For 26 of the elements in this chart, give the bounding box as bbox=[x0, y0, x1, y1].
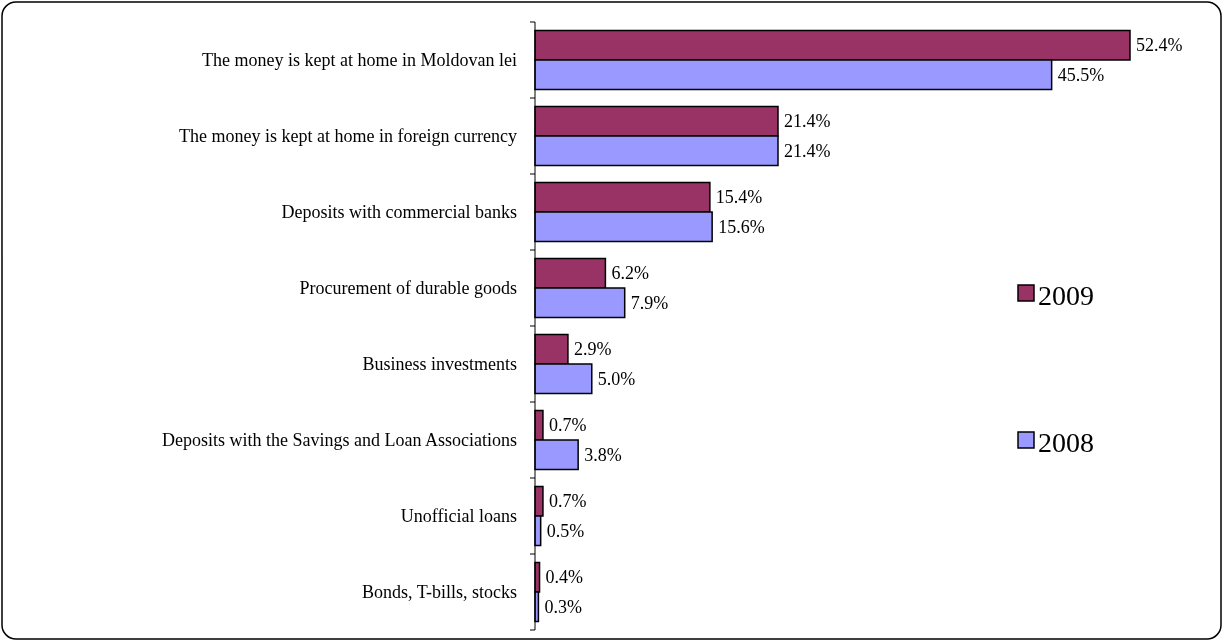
data-label: 21.4% bbox=[784, 111, 831, 132]
y-tick-label: Bonds, T-bills, stocks bbox=[361, 582, 517, 602]
data-label: 45.5% bbox=[1057, 64, 1105, 85]
y-tick-label: Unofficial loans bbox=[400, 506, 517, 526]
data-label: 0.3% bbox=[544, 596, 582, 617]
y-tick-label: Business investments bbox=[362, 354, 517, 374]
y-tick-label: Deposits with the Savings and Loan Associations bbox=[162, 430, 517, 450]
legend-label: 2008 bbox=[1038, 427, 1094, 458]
data-label: 3.8% bbox=[584, 444, 622, 465]
legend-label: 2009 bbox=[1038, 280, 1094, 311]
y-tick-label: The money is kept at home in foreign currency bbox=[179, 126, 517, 146]
data-label: 7.9% bbox=[630, 292, 669, 313]
data-label: 5.0% bbox=[597, 368, 636, 389]
data-label: 21.4% bbox=[784, 140, 831, 161]
data-label: 0.7% bbox=[548, 491, 587, 512]
data-label: 2.9% bbox=[573, 339, 612, 360]
y-tick-label: The money is kept at home in Moldovan lei bbox=[202, 50, 517, 70]
data-label: 15.6% bbox=[718, 216, 765, 237]
data-label: 0.4% bbox=[545, 567, 584, 588]
y-tick-label: Procurement of durable goods bbox=[299, 278, 517, 298]
data-label: 6.2% bbox=[611, 263, 649, 284]
y-tick-label: Deposits with commercial banks bbox=[281, 202, 517, 222]
data-label: 0.5% bbox=[546, 520, 585, 541]
data-label: 15.4% bbox=[715, 187, 763, 208]
data-label: 0.7% bbox=[548, 415, 587, 436]
data-label: 52.4% bbox=[1136, 35, 1183, 56]
